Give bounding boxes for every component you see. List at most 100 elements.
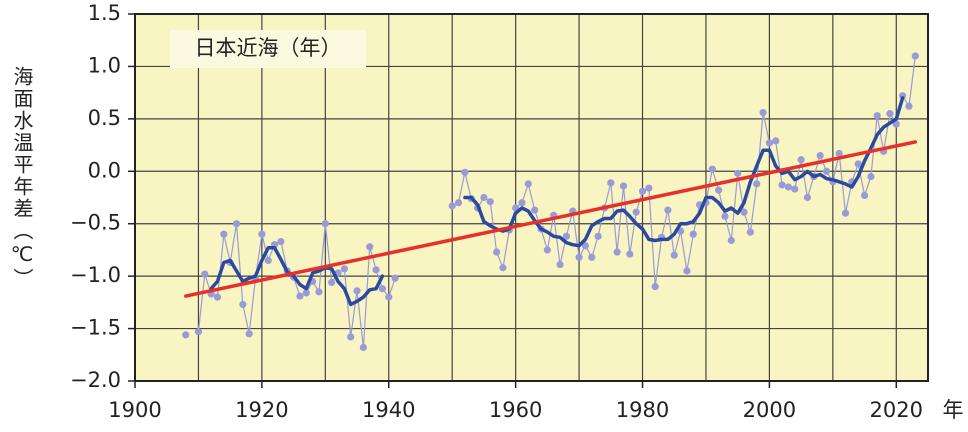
annual-point xyxy=(626,250,634,258)
annual-point xyxy=(797,156,805,164)
annual-point xyxy=(816,151,824,160)
annual-point xyxy=(784,183,793,191)
annual-point xyxy=(803,193,812,202)
y-tick-label: 1.5 xyxy=(88,1,121,25)
annotation-box xyxy=(170,30,366,68)
annual-point xyxy=(664,206,672,214)
y-tick-label: −1.5 xyxy=(70,316,121,340)
annual-point xyxy=(201,270,209,278)
annual-point xyxy=(378,285,387,293)
annual-point xyxy=(651,283,659,291)
annual-point xyxy=(670,251,678,259)
annual-point xyxy=(759,108,767,117)
annual-point xyxy=(746,228,754,236)
annual-point xyxy=(854,160,862,168)
annual-point xyxy=(315,288,323,296)
annual-point xyxy=(213,293,222,301)
y-tick-label: 0.0 xyxy=(88,158,121,182)
annual-point xyxy=(873,112,881,120)
x-tick-label: 1920 xyxy=(235,398,288,422)
annual-point xyxy=(347,333,355,341)
plot-frame xyxy=(134,13,929,382)
annual-point xyxy=(613,248,621,256)
annual-point xyxy=(778,181,786,189)
annual-point xyxy=(556,261,564,269)
annual-point xyxy=(835,149,843,158)
annotation: 日本近海（年） xyxy=(195,36,342,60)
annual-point xyxy=(562,232,570,240)
x-tick-label: 2020 xyxy=(870,398,923,422)
annual-point xyxy=(607,179,615,187)
annual-point xyxy=(302,289,310,297)
x-axis-unit: 年 xyxy=(943,398,964,422)
annual-point xyxy=(277,237,285,246)
annual-point xyxy=(524,180,532,188)
annual-point xyxy=(220,230,228,238)
annual-point xyxy=(708,165,716,173)
annual-point xyxy=(588,253,596,261)
annual-point xyxy=(860,191,869,200)
annual-point xyxy=(486,198,494,206)
y-tick-label: −0.5 xyxy=(70,211,121,235)
annual-point xyxy=(499,264,507,272)
annual-point xyxy=(366,243,374,251)
x-tick-label: 2000 xyxy=(743,398,796,422)
annual-point xyxy=(372,266,380,274)
annual-point xyxy=(867,172,875,181)
annual-point xyxy=(448,202,456,210)
annual-point xyxy=(543,246,551,254)
annual-point xyxy=(619,182,628,190)
x-tick-label: 1900 xyxy=(108,398,161,422)
x-tick-label: 1940 xyxy=(362,398,415,422)
annual-point xyxy=(359,343,367,352)
annual-point xyxy=(232,220,241,228)
annual-point xyxy=(493,248,501,256)
annual-point xyxy=(239,300,247,309)
annual-point xyxy=(391,274,399,282)
y-tick-label: 1.0 xyxy=(88,53,121,77)
annual-point xyxy=(385,293,393,301)
annual-point xyxy=(689,230,697,238)
annual-point xyxy=(594,232,602,240)
annual-point xyxy=(892,120,900,128)
annual-point xyxy=(721,212,729,220)
y-axis-title: 海面水温平年差（℃） xyxy=(10,66,34,290)
annual-point xyxy=(296,292,304,300)
annual-point xyxy=(765,139,774,147)
y-tick-label: −2.0 xyxy=(70,368,121,392)
annual-point xyxy=(715,186,723,194)
annual-point xyxy=(454,199,463,207)
annual-point xyxy=(791,185,799,193)
annual-point xyxy=(531,206,539,214)
marks xyxy=(182,52,919,352)
annual-point xyxy=(328,278,336,287)
annual-point xyxy=(182,331,190,339)
annual-point xyxy=(753,180,761,188)
annual-point xyxy=(772,137,780,145)
annual-point xyxy=(321,220,329,228)
annual-point xyxy=(245,330,253,338)
annual-point xyxy=(899,92,907,100)
annual-point xyxy=(727,236,735,245)
annual-point xyxy=(905,102,913,110)
annual-point xyxy=(353,287,361,295)
x-tick-label: 1980 xyxy=(616,398,669,422)
annual-point xyxy=(194,328,203,336)
annual-point xyxy=(740,208,748,216)
annual-point xyxy=(683,267,691,275)
annual-point xyxy=(575,253,583,261)
annual-point xyxy=(886,110,894,118)
annual-point xyxy=(340,265,348,273)
annual-point xyxy=(258,230,266,238)
annual-point xyxy=(264,256,272,265)
annual-point xyxy=(734,169,742,177)
running-mean-line xyxy=(209,96,905,307)
annual-point xyxy=(480,193,488,202)
trend-line xyxy=(184,140,918,298)
annual-point xyxy=(638,187,647,195)
x-tick-label: 1960 xyxy=(489,398,542,422)
annual-point xyxy=(581,242,590,250)
annual-point xyxy=(911,52,919,60)
